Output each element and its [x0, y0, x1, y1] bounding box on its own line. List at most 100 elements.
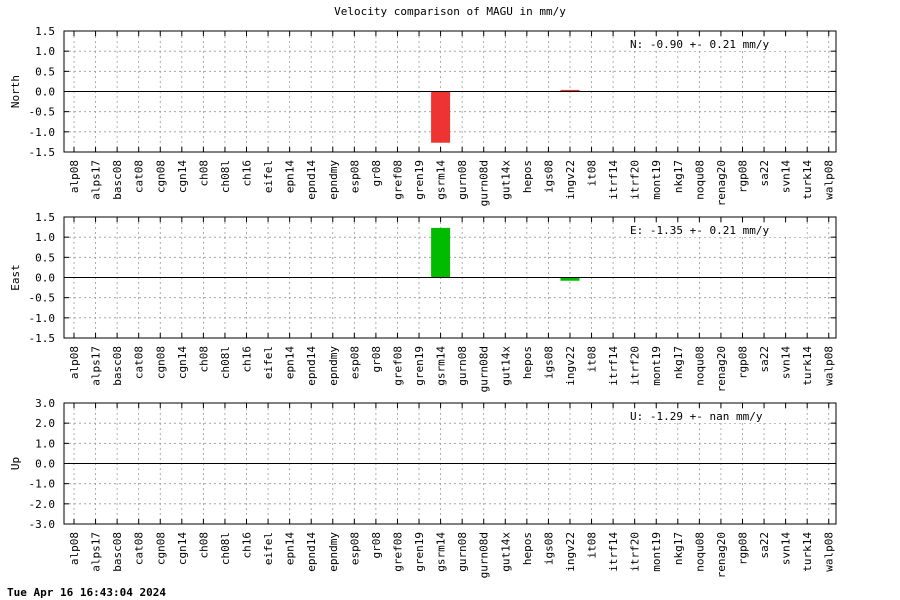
annotation-bg [628, 223, 806, 237]
x-tick-label: epndmy [327, 160, 340, 200]
x-tick-label: ch16 [241, 532, 254, 559]
x-tick-label: cat08 [133, 532, 146, 565]
x-tick-label: eifel [262, 346, 275, 379]
panel-up: 3.0 2.0 1.0 0.0 -1.0 -2.0 -3.0 alp08 alps17 basc0… [9, 397, 837, 578]
x-tick-label: cgn14 [176, 532, 189, 565]
x-tick-label: cat08 [133, 346, 146, 379]
x-tick-label: walp08 [823, 346, 836, 386]
y-tick-label: -1.5 [29, 146, 56, 159]
y-tick-label: 1.0 [35, 437, 55, 450]
x-tick-label: gren19 [413, 532, 426, 572]
y-tick-label: 0.0 [35, 86, 55, 99]
x-tick-label: gurn08 [456, 346, 469, 386]
bar-ingv22 [560, 277, 580, 281]
x-tick-label: itrf20 [629, 346, 642, 386]
x-tick-label: epnd14 [305, 532, 318, 572]
x-tick-label: gut14x [499, 346, 512, 386]
x-tick-label: gut14x [499, 532, 512, 572]
x-tick-label: basc08 [111, 346, 124, 386]
x-tick-label: igs08 [542, 532, 555, 565]
x-tick-label: alp08 [68, 532, 81, 565]
y-tick-label: 1.0 [35, 231, 55, 244]
x-tick-label: walp08 [823, 160, 836, 200]
x-tick-label: renag20 [715, 532, 728, 578]
x-tick-label: ch16 [241, 160, 254, 187]
x-tick-label: rgp08 [736, 532, 749, 565]
y-tick-label: 1.5 [35, 25, 55, 38]
x-tick-label: mont19 [650, 160, 663, 200]
x-tick-label: ingv22 [564, 532, 577, 572]
chart-title: Velocity comparison of MAGU in mm/y [334, 5, 566, 18]
annotation-bg [628, 37, 806, 51]
x-tick-label: gurn08 [456, 532, 469, 572]
x-tick-label: cgn14 [176, 346, 189, 379]
x-tick-label: gurn08 [456, 160, 469, 200]
x-tick-label: alp08 [68, 160, 81, 193]
x-tick-label: gsrm14 [435, 532, 448, 572]
plot-frame [63, 402, 837, 525]
x-tick-label: nkg17 [672, 346, 685, 379]
x-tick-label: turk14 [801, 160, 814, 200]
x-tick-label: sa22 [758, 160, 771, 187]
x-tick-label: epndmy [327, 532, 340, 572]
y-tick-label: 1.0 [35, 45, 55, 58]
x-tick-label: alp08 [68, 346, 81, 379]
x-tick-label: hepos [521, 160, 534, 193]
x-tick-label: epnd14 [305, 160, 318, 200]
x-tick-label: ch08 [197, 532, 210, 559]
x-tick-label: cgn08 [154, 346, 167, 379]
x-tick-label: gurn08d [478, 532, 491, 578]
x-tick-label: epn14 [284, 532, 297, 565]
x-tick-label: ch08 [197, 346, 210, 373]
panel-annotation: N: -0.90 +- 0.21 mm/y [630, 38, 769, 51]
x-tick-label: cgn08 [154, 532, 167, 565]
x-tick-label: gsrm14 [435, 346, 448, 386]
y-tick-label: 0.5 [35, 251, 55, 264]
x-tick-label: ch08l [219, 532, 232, 565]
y-axis-label: Up [9, 457, 22, 470]
x-tick-label: gurn08d [478, 160, 491, 206]
x-tick-label: gr08 [370, 160, 383, 187]
x-tick-label: gren19 [413, 160, 426, 200]
x-tick-label: ingv22 [564, 160, 577, 200]
x-tick-label: ch16 [241, 346, 254, 373]
x-tick-label: renag20 [715, 346, 728, 392]
x-tick-label: basc08 [111, 532, 124, 572]
x-tick-label: svn14 [780, 160, 793, 193]
x-tick-label: alps17 [90, 346, 103, 386]
x-tick-label: hepos [521, 346, 534, 379]
x-tick-label: svn14 [780, 346, 793, 379]
x-tick-label: cat08 [133, 160, 146, 193]
panel-north: 1.5 1.0 0.5 0.0 -0.5 -1.0 -1.5 alp08 alps17 basc0… [9, 25, 837, 206]
x-tick-label: noqu08 [693, 532, 706, 572]
x-tick-label: hepos [521, 532, 534, 565]
x-tick-label: nkg17 [672, 532, 685, 565]
x-tick-label: esp08 [348, 160, 361, 193]
y-tick-label: -1.0 [29, 312, 56, 325]
x-tick-label: ingv22 [564, 346, 577, 386]
x-tick-label: alps17 [90, 160, 103, 200]
x-tick-label: epnd14 [305, 346, 318, 386]
bar-gsrm14 [431, 227, 451, 278]
y-tick-label: -1.0 [29, 126, 56, 139]
x-tick-label: eifel [262, 532, 275, 565]
x-tick-label: gref08 [391, 532, 404, 572]
x-tick-label: rgp08 [736, 160, 749, 193]
x-tick-label: gr08 [370, 532, 383, 559]
x-tick-label: turk14 [801, 346, 814, 386]
x-tick-label: epn14 [284, 160, 297, 193]
y-tick-label: -1.0 [29, 478, 56, 491]
x-tick-label: itrf20 [629, 532, 642, 572]
x-tick-label: gren19 [413, 346, 426, 386]
x-tick-label: itrf14 [607, 532, 620, 572]
x-tick-label: gurn08d [478, 346, 491, 392]
annotation-bg [628, 409, 806, 423]
panel-annotation: U: -1.29 +- nan mm/y [630, 410, 763, 423]
x-tick-label: mont19 [650, 532, 663, 572]
x-tick-label: epn14 [284, 346, 297, 379]
y-tick-label: 1.5 [35, 211, 55, 224]
x-tick-label: turk14 [801, 532, 814, 572]
x-tick-label: ch08l [219, 160, 232, 193]
y-tick-label: 3.0 [35, 397, 55, 410]
